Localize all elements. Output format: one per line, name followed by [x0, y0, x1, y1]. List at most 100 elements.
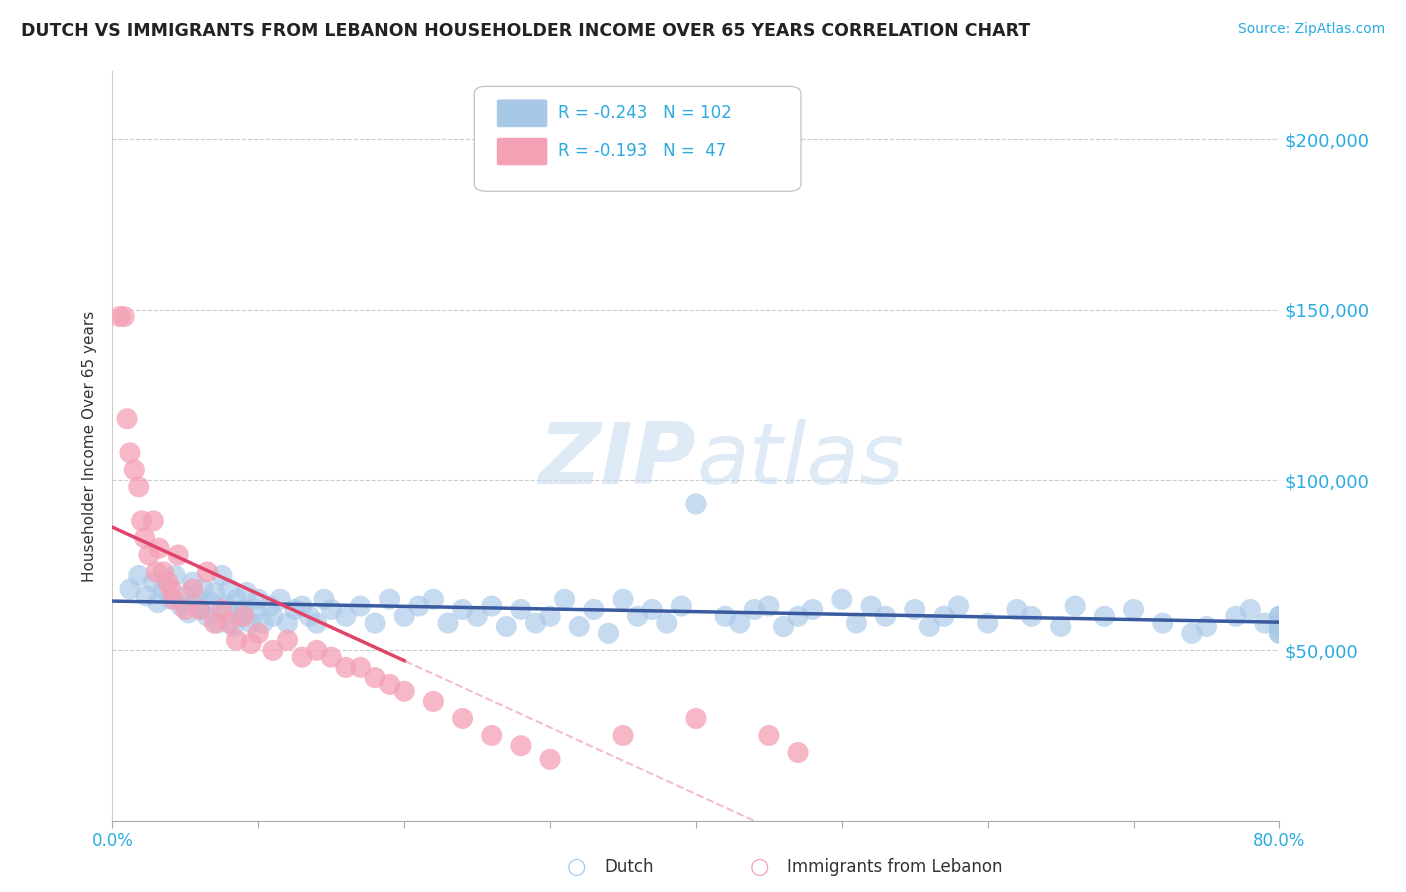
- Point: [312, 592, 335, 607]
- Point: [218, 582, 240, 596]
- Point: [554, 592, 576, 607]
- Point: [188, 602, 211, 616]
- Text: atlas: atlas: [696, 419, 904, 502]
- Point: [1268, 619, 1291, 633]
- Point: [364, 616, 387, 631]
- Point: [378, 592, 401, 607]
- Point: [135, 589, 157, 603]
- Point: [118, 446, 141, 460]
- Y-axis label: Householder Income Over 65 years: Householder Income Over 65 years: [82, 310, 97, 582]
- Point: [671, 599, 693, 613]
- Point: [860, 599, 883, 613]
- Point: [222, 619, 245, 633]
- Point: [195, 565, 218, 579]
- Point: [744, 602, 766, 616]
- Point: [277, 633, 299, 648]
- Point: [728, 616, 751, 631]
- Point: [215, 599, 238, 613]
- Point: [152, 565, 174, 579]
- Point: [181, 582, 204, 596]
- Point: [335, 609, 357, 624]
- Point: [204, 616, 226, 631]
- Point: [284, 602, 307, 616]
- Point: [335, 660, 357, 674]
- Point: [247, 626, 270, 640]
- Point: [115, 411, 138, 425]
- Point: [1268, 626, 1291, 640]
- Point: [1049, 619, 1071, 633]
- Point: [364, 671, 387, 685]
- Point: [481, 599, 503, 613]
- Point: [245, 602, 267, 616]
- Point: [108, 310, 131, 324]
- Point: [598, 626, 620, 640]
- Point: [167, 548, 190, 562]
- Point: [138, 548, 160, 562]
- Point: [408, 599, 430, 613]
- Point: [252, 616, 274, 631]
- Text: ○: ○: [749, 857, 769, 877]
- Point: [232, 602, 254, 616]
- Point: [904, 602, 927, 616]
- Point: [291, 599, 314, 613]
- Point: [422, 592, 444, 607]
- Point: [918, 619, 941, 633]
- Point: [801, 602, 824, 616]
- FancyBboxPatch shape: [496, 99, 548, 128]
- Point: [714, 609, 737, 624]
- Point: [321, 602, 343, 616]
- Point: [1268, 619, 1291, 633]
- Point: [305, 643, 328, 657]
- Point: [145, 565, 167, 579]
- Point: [1152, 616, 1174, 631]
- Point: [349, 599, 371, 613]
- Point: [156, 575, 179, 590]
- FancyBboxPatch shape: [474, 87, 801, 191]
- FancyBboxPatch shape: [496, 137, 548, 166]
- Point: [1195, 619, 1218, 633]
- Point: [349, 660, 371, 674]
- Point: [128, 480, 150, 494]
- Point: [165, 568, 187, 582]
- Point: [538, 609, 561, 624]
- Point: [1268, 626, 1291, 640]
- Point: [262, 643, 284, 657]
- Point: [142, 575, 165, 590]
- Point: [1268, 609, 1291, 624]
- Point: [186, 592, 208, 607]
- Text: ZIP: ZIP: [538, 419, 696, 502]
- Point: [481, 729, 503, 743]
- Point: [118, 582, 141, 596]
- Point: [1064, 599, 1087, 613]
- Point: [321, 650, 343, 665]
- Point: [160, 582, 183, 596]
- Point: [291, 650, 314, 665]
- Point: [1094, 609, 1116, 624]
- Text: Immigrants from Lebanon: Immigrants from Lebanon: [787, 858, 1002, 876]
- Point: [211, 568, 233, 582]
- Point: [229, 609, 252, 624]
- Point: [124, 463, 146, 477]
- Point: [240, 636, 263, 650]
- Point: [378, 677, 401, 691]
- Point: [305, 616, 328, 631]
- Text: DUTCH VS IMMIGRANTS FROM LEBANON HOUSEHOLDER INCOME OVER 65 YEARS CORRELATION CH: DUTCH VS IMMIGRANTS FROM LEBANON HOUSEHO…: [21, 22, 1031, 40]
- Point: [538, 752, 561, 766]
- Point: [188, 602, 211, 616]
- Point: [1268, 616, 1291, 631]
- Point: [685, 497, 707, 511]
- Point: [218, 616, 240, 631]
- Point: [509, 602, 531, 616]
- Point: [524, 616, 547, 631]
- Point: [394, 684, 416, 698]
- Point: [465, 609, 488, 624]
- Text: ○: ○: [567, 857, 586, 877]
- Point: [787, 609, 810, 624]
- Point: [142, 514, 165, 528]
- Point: [831, 592, 853, 607]
- Point: [163, 592, 186, 607]
- Point: [148, 541, 170, 556]
- Point: [394, 609, 416, 624]
- Point: [247, 592, 270, 607]
- Point: [932, 609, 955, 624]
